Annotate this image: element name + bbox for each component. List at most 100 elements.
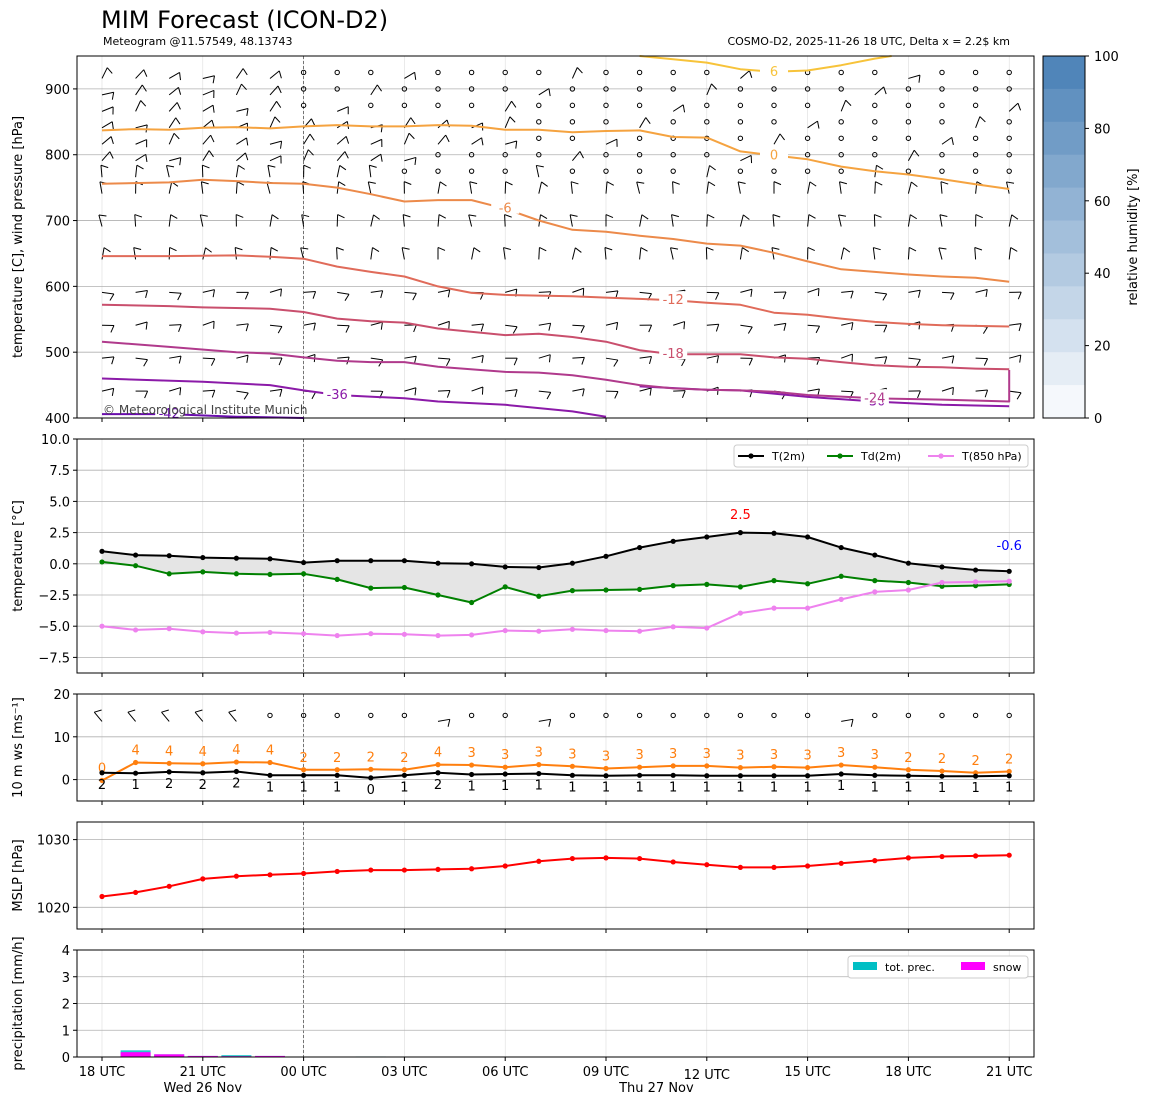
isotherm-label-bg [760,62,788,77]
wind-barb-staff [505,389,518,392]
wind-value-label: 4 [199,745,207,760]
legend-label: T(850 hPa) [961,450,1022,463]
wind-ytick-label: 20 [53,688,70,703]
wind-value-label: 1 [871,780,879,795]
wind-barb-staff [571,67,578,79]
wind-barb-feather [843,247,851,253]
wind-value-label: 1 [467,779,475,794]
wind-barb [404,324,417,333]
legend-marker [938,453,944,459]
wind-barb-staff [101,247,105,260]
wind-barb-staff [639,387,652,392]
wind-barb-staff [504,116,511,129]
wind-barb-feather [909,247,917,252]
isotherm-label: 6 [770,65,778,80]
wind-barb-staff [98,214,103,227]
wind-barb [874,181,883,194]
legend-swatch [961,962,985,970]
calm-wind-marker [300,712,307,719]
data-point [637,586,643,592]
wind-barb [235,83,247,96]
wind-barb-staff [639,247,642,260]
calm-wind-marker [972,152,979,158]
precip-legend-box [847,955,1029,979]
data-point [133,889,139,896]
wind-barb-feather [110,136,114,144]
wind-barb-feather [982,326,988,334]
isotherm-label: -6 [499,202,512,217]
wind-barb-feather [817,288,820,297]
wind-barb-feather [311,391,316,400]
wind-barb-staff [337,356,350,359]
wind-barb-feather [211,390,216,398]
legend-marker [837,453,843,459]
calm-wind-marker [972,168,979,174]
wind-barb [169,157,182,166]
wind-barb [202,75,215,84]
data-point [301,870,307,877]
wind-barb [1006,181,1015,194]
wind-barb-staff [841,322,854,326]
wind-barb [370,153,383,162]
wind-barb-feather [548,88,551,97]
wind-barb-staff [101,291,114,295]
wind-barb [437,289,451,298]
wind-barb [100,164,109,178]
isotherm-label: -18 [663,347,684,362]
data-point [469,599,475,606]
calm-wind-marker [804,168,811,174]
calm-wind-marker [435,69,441,76]
wind-barb [471,122,484,131]
calm-wind-marker [334,69,340,76]
calm-wind-marker [1006,119,1012,125]
wind-barb-feather [469,181,478,185]
wind-barb-feather [300,247,309,250]
data-point [838,762,844,768]
wind-barb-staff [101,356,114,359]
wind-barb-staff [437,718,450,722]
wind-barb-feather [649,387,652,396]
wind-barb [773,291,787,300]
wind-barb [538,718,552,727]
wind-barb-feather [146,139,148,148]
wind-barb [505,324,518,334]
data-point [334,632,340,639]
calm-wind-marker [905,168,912,174]
wind-barb-feather [278,70,282,79]
wind-barb-feather [1017,291,1022,300]
wind-barb-feather [645,117,651,125]
wind-barb-feather [414,387,417,396]
wind-barb-staff [471,386,484,392]
data-point [401,631,407,637]
data-point [838,596,844,602]
wind-barb-staff [269,324,282,328]
data-point [166,571,172,577]
wind-barb [471,354,484,364]
wind-barb [639,214,649,227]
wind-barb [404,291,417,301]
wind-barb-feather [408,132,415,140]
wind-barb-staff [269,388,282,392]
wind-barb [269,85,282,96]
wind-value-label: 1 [131,778,139,793]
calm-wind-marker [401,102,408,109]
data-point [939,579,945,586]
calm-wind-marker [435,168,441,174]
wind-barb-staff [169,387,181,392]
wind-barb-feather [100,164,109,169]
wind-barb-staff [370,214,374,227]
wind-barb-feather [111,121,114,130]
upper-air-ytick-label: 600 [45,280,70,295]
wind-barb-staff [404,156,417,162]
wind-barb-feather [312,291,317,299]
wind-barb-feather [874,214,882,218]
wind-barb-staff [135,289,148,293]
data-point [872,858,878,864]
wind-value-label: 2 [333,751,341,766]
calm-wind-marker [838,135,844,141]
upper-air-ytick-label: 700 [45,215,70,230]
wind-barb-feather [709,165,716,171]
calm-wind-marker [804,86,811,92]
wind-barb-staff [267,165,271,178]
time-tick-label: 03 UTC [381,1065,427,1080]
